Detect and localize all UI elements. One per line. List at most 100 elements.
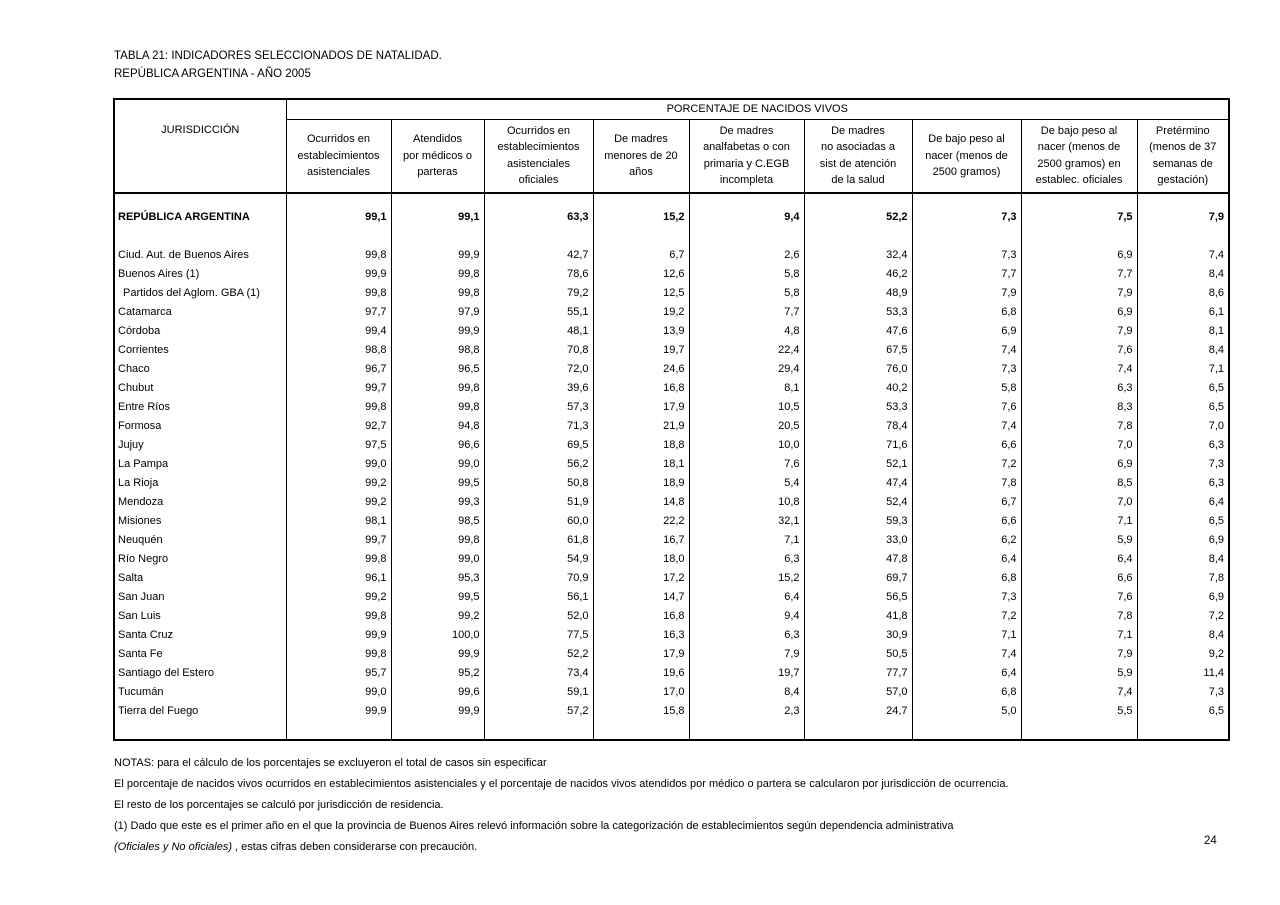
value-cell: 8,1 <box>1208 324 1225 337</box>
value-cell: 14,8 <box>593 492 690 511</box>
value-cell: 71,6 <box>804 435 913 454</box>
value-cell: 7,4 <box>1021 682 1138 701</box>
value-cell: 99,0 <box>391 454 485 473</box>
natality-indicators-table: JURISDICCIÓN PORCENTAJE DE NACIDOS VIVOS… <box>113 98 1231 741</box>
value-cell: 7,2 <box>912 606 1022 625</box>
table-title-block: TABLA 21: INDICADORES SELECCIONADOS DE N… <box>114 48 442 83</box>
value-cell: 7,7 <box>689 302 805 321</box>
value-cell: 98,8 <box>286 340 392 359</box>
spacer-cell <box>593 193 690 207</box>
jurisdiction-cell: Buenos Aires (1) <box>114 264 287 283</box>
value-cell: 7,3 <box>912 359 1022 378</box>
value-cell: 56,5 <box>804 587 913 606</box>
value-cell: 53,3 <box>804 397 913 416</box>
value-cell: 6,5 <box>1208 704 1225 717</box>
value-cell: 6,3 <box>689 625 805 644</box>
value-cell: 7,5 <box>1021 207 1138 226</box>
jurisdiction-cell: La Pampa <box>114 454 287 473</box>
column-headers-row: Ocurridos en establecimientos asistencia… <box>114 119 1230 194</box>
value-cell: 5,9 <box>1021 663 1138 682</box>
value-cell: 6,9 <box>1208 590 1225 603</box>
spacer-cell <box>1021 226 1138 245</box>
value-cell: 72,0 <box>484 359 594 378</box>
value-cell: 6,9 <box>912 321 1022 340</box>
spacer-cell <box>689 720 805 740</box>
value-cell: 7,1 <box>912 625 1022 644</box>
note-line: (Oficiales y No oficiales) , estas cifra… <box>114 837 1224 858</box>
table-row: Río Negro 99,8 99,0 54,9 18,0 6,3 47,8 6,4 6,4 8,… <box>114 549 1229 568</box>
spacer-cell <box>484 193 594 207</box>
value-cell: 96,1 <box>286 568 392 587</box>
value-cell: 7,2 <box>912 454 1022 473</box>
spacer-cell <box>1137 226 1229 245</box>
value-cell: 7,4 <box>912 416 1022 435</box>
table-row: Neuquén 99,7 99,8 61,8 16,7 7,1 33,0 6,2 5,9 6,9 <box>114 530 1229 549</box>
spacer-cell <box>286 720 392 740</box>
value-cell: 16,8 <box>593 606 690 625</box>
value-cell: 8,4 <box>1208 267 1225 280</box>
value-cell: 7,8 <box>1208 571 1225 584</box>
value-cell: 47,4 <box>804 473 913 492</box>
value-cell: 55,1 <box>484 302 594 321</box>
value-cell: 30,9 <box>804 625 913 644</box>
table-row: Entre Ríos 99,8 99,8 57,3 17,9 10,5 53,3 7,6 8,3… <box>114 397 1229 416</box>
table-row: Tierra del Fuego 99,9 99,9 57,2 15,8 2,3 24,7 5… <box>114 701 1229 720</box>
value-cell: 92,7 <box>286 416 392 435</box>
value-cell: 99,5 <box>391 587 485 606</box>
value-cell: 7,6 <box>912 397 1022 416</box>
table-row: Santa Cruz 99,9 100,0 77,5 16,3 6,3 30,9 7,1 7,1… <box>114 625 1229 644</box>
jurisdiction-cell: Chaco <box>114 359 287 378</box>
value-cell: 99,2 <box>391 606 485 625</box>
table-row: Salta 96,1 95,3 70,9 17,2 15,2 69,7 6,8 6,6 7,8 <box>114 568 1229 587</box>
value-cell: 6,9 <box>1021 454 1138 473</box>
value-cell: 8,4 <box>1208 628 1225 641</box>
value-cell: 95,3 <box>391 568 485 587</box>
value-cell: 9,4 <box>689 606 805 625</box>
value-cell: 56,1 <box>484 587 594 606</box>
value-cell: 29,4 <box>689 359 805 378</box>
value-cell: 2,3 <box>689 701 805 720</box>
value-cell: 99,8 <box>286 606 392 625</box>
value-cell: 99,1 <box>391 207 485 226</box>
value-cell: 52,0 <box>484 606 594 625</box>
table-row: La Rioja 99,2 99,5 50,8 18,9 5,4 47,4 7,8 8,5 6,3 <box>114 473 1229 492</box>
value-cell: 6,4 <box>1208 495 1225 508</box>
jurisdiction-cell: Mendoza <box>114 492 287 511</box>
spacer-cell <box>286 193 392 207</box>
value-cell: 6,3 <box>689 549 805 568</box>
value-cell: 8,1 <box>689 378 805 397</box>
note-line: NOTAS: para el cálculo de los porcentaje… <box>114 757 547 769</box>
spacer-cell <box>391 720 485 740</box>
jurisdiction-cell: Córdoba <box>114 321 287 340</box>
value-cell: 16,3 <box>593 625 690 644</box>
value-cell: 5,5 <box>1021 701 1138 720</box>
table-row: Catamarca 97,7 97,9 55,1 19,2 7,7 53,3 6,8 6,9 6,… <box>114 302 1229 321</box>
spacer-cell <box>804 226 913 245</box>
table-row: La Pampa 99,0 99,0 56,2 18,1 7,6 52,1 7,2 6,9 7,3 <box>114 454 1229 473</box>
value-cell: 99,8 <box>286 644 392 663</box>
value-cell: 6,3 <box>1021 378 1138 397</box>
value-cell: 17,9 <box>593 644 690 663</box>
jurisdiction-cell: Santiago del Estero <box>114 663 287 682</box>
jurisdiction-cell: San Juan <box>114 587 287 606</box>
value-cell: 15,8 <box>593 701 690 720</box>
note-line: El resto de los porcentajes se calculó p… <box>114 799 444 811</box>
value-cell: 6,8 <box>912 302 1022 321</box>
value-cell: 6,6 <box>1021 568 1138 587</box>
value-cell: 95,2 <box>391 663 485 682</box>
value-cell: 98,1 <box>286 511 392 530</box>
table-row: Ciud. Aut. de Buenos Aires 99,8 99,9 42,7 6,… <box>114 245 1229 264</box>
value-cell: 19,6 <box>593 663 690 682</box>
value-cell: 7,0 <box>1208 419 1225 432</box>
value-cell: 21,9 <box>593 416 690 435</box>
value-cell: 99,8 <box>391 378 485 397</box>
note-italic-fragment: (Oficiales y No oficiales) <box>114 841 232 853</box>
value-cell: 99,0 <box>286 682 392 701</box>
value-cell: 56,2 <box>484 454 594 473</box>
jurisdiction-cell: Tucumán <box>114 682 287 701</box>
value-cell: 7,1 <box>1021 511 1138 530</box>
value-cell: 6,1 <box>1208 305 1225 318</box>
jurisdiction-cell: Partidos del Aglom. GBA (1) <box>114 283 287 302</box>
value-cell: 53,3 <box>804 302 913 321</box>
value-cell: 54,9 <box>484 549 594 568</box>
